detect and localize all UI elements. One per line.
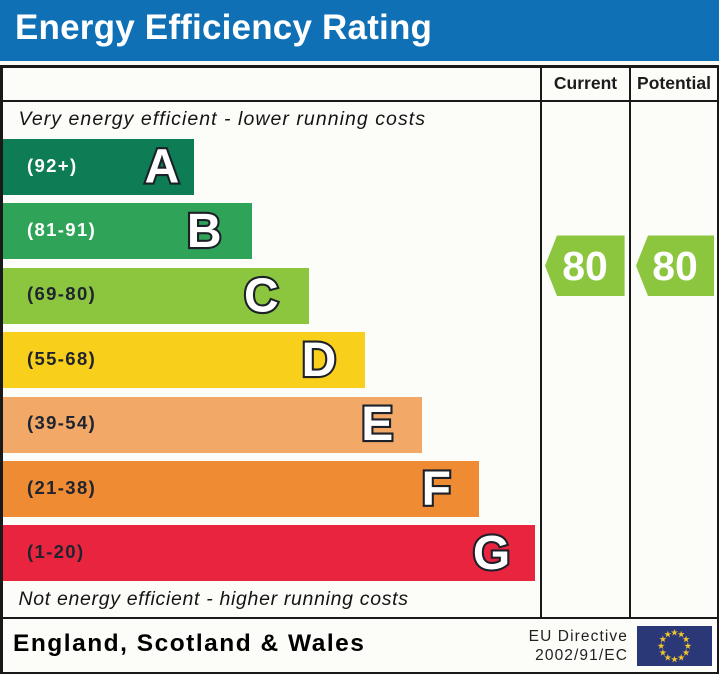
svg-text:D: D bbox=[302, 334, 337, 387]
svg-text:E: E bbox=[361, 398, 393, 451]
svg-text:A: A bbox=[145, 141, 180, 194]
svg-text:G: G bbox=[473, 527, 510, 580]
svg-text:C: C bbox=[244, 269, 279, 322]
svg-text:B: B bbox=[187, 205, 222, 258]
svg-text:80: 80 bbox=[562, 243, 608, 289]
svg-text:F: F bbox=[422, 463, 451, 516]
svg-text:80: 80 bbox=[652, 243, 698, 289]
